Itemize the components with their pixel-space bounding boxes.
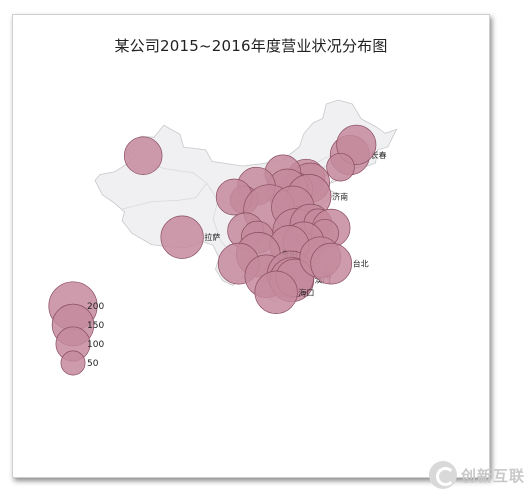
data-bubble	[326, 152, 355, 182]
data-bubble	[123, 136, 163, 175]
watermark: 创新互联	[425, 455, 525, 495]
chart-title: 某公司2015~2016年度营业状况分布图	[114, 37, 388, 55]
legend-label: 100	[87, 340, 104, 350]
data-bubble	[160, 215, 204, 259]
legend-bubble	[60, 350, 86, 376]
bubble-label: 济南	[332, 191, 348, 201]
legend: 200 150 100 50	[48, 281, 104, 376]
province-border	[206, 182, 221, 241]
bubble-layer: 拉萨长春济南西安贵阳南宁广州澳门海口台北	[123, 124, 387, 314]
legend-label: 50	[87, 359, 99, 369]
province-border	[122, 182, 208, 210]
legend-label: 200	[87, 302, 104, 312]
bubble-label: 海口	[298, 287, 314, 297]
data-bubble	[254, 270, 298, 314]
legend-label: 150	[87, 321, 104, 331]
bubble-label: 台北	[353, 259, 369, 269]
bubble-label: 长春	[371, 150, 387, 160]
bubble-label: 拉萨	[204, 232, 220, 242]
data-bubble	[310, 242, 353, 285]
watermark-text: 创新互联	[461, 466, 525, 485]
brand-logo-icon	[429, 461, 457, 489]
